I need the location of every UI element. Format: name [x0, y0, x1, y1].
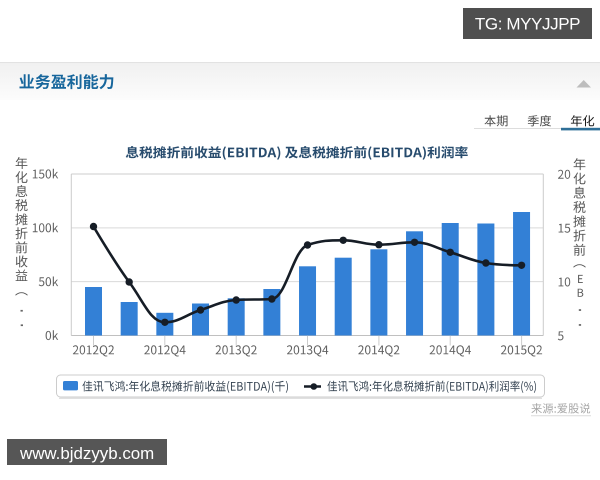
svg-text:TG: MYYJJPP: TG: MYYJJPP: [475, 15, 580, 34]
svg-text:www.bjdzyyb.com: www.bjdzyyb.com: [19, 444, 154, 463]
